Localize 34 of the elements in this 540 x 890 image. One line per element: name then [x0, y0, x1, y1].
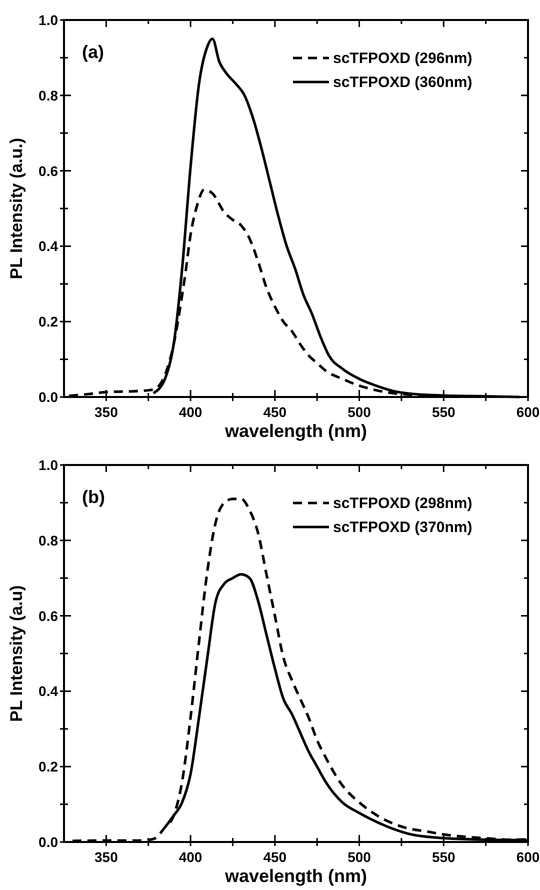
x-tick-label: 600 — [516, 404, 540, 420]
y-tick-label: 0.8 — [38, 532, 58, 548]
annotation: (a) — [82, 42, 104, 62]
x-tick-label: 550 — [432, 849, 456, 865]
y-tick-label: 0.0 — [38, 389, 58, 405]
y-tick-label: 0.2 — [38, 758, 58, 775]
x-tick-label: 400 — [178, 404, 202, 420]
x-tick-label: 600 — [516, 849, 540, 865]
y-tick-label: 1.0 — [38, 457, 58, 473]
x-tick-label: 350 — [94, 404, 118, 420]
y-tick-label: 0.6 — [38, 608, 58, 624]
x-tick-label: 350 — [94, 849, 118, 865]
y-tick-label: 0.4 — [38, 683, 58, 700]
y-axis-title: PL Intensity (a.u.) — [7, 138, 26, 280]
x-tick-label: 450 — [263, 404, 287, 420]
y-tick-label: 0.0 — [38, 834, 58, 850]
x-tick-label: 550 — [432, 404, 456, 420]
legend-label: scTFPOXD (298nm) — [333, 495, 472, 512]
x-tick-label: 500 — [348, 404, 372, 420]
annotation: (b) — [82, 487, 105, 507]
legend-label: scTFPOXD (360nm) — [333, 74, 472, 91]
legend-label: scTFPOXD (296nm) — [333, 50, 472, 67]
y-tick-label: 0.6 — [38, 162, 58, 179]
y-tick-label: 0.8 — [38, 87, 58, 104]
y-tick-label: 0.4 — [38, 238, 58, 254]
x-tick-label: 500 — [348, 849, 372, 865]
y-axis-title: PL Intensity (a.u) — [7, 585, 26, 722]
x-tick-label: 450 — [263, 849, 287, 865]
legend-label: scTFPOXD (370nm) — [333, 519, 472, 536]
x-axis-title: wavelength (nm) — [224, 866, 368, 886]
x-tick-label: 400 — [178, 849, 202, 865]
x-axis-title: wavelength (nm) — [224, 421, 368, 441]
y-tick-label: 1.0 — [38, 12, 58, 28]
y-tick-label: 0.2 — [38, 314, 58, 330]
